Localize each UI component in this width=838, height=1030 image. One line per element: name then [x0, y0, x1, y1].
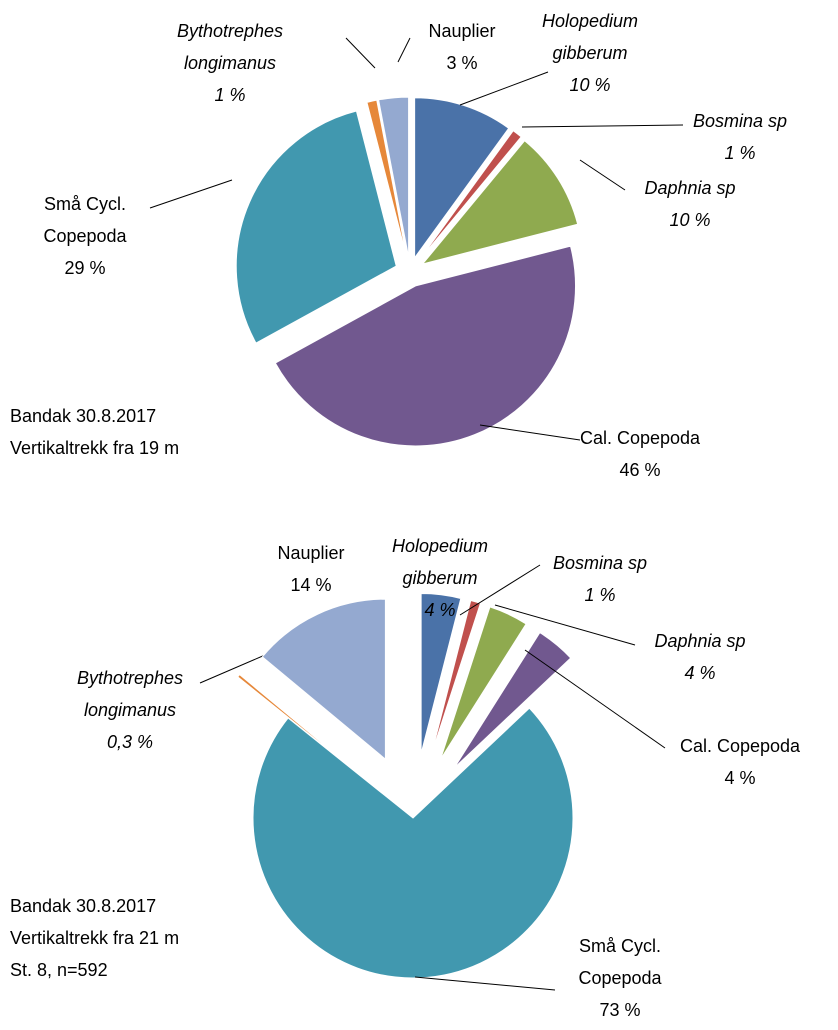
leader-line	[149, 179, 233, 209]
leader-line	[479, 424, 581, 441]
annotation-line: Bandak 30.8.2017	[10, 406, 157, 426]
pie-slice	[235, 110, 397, 344]
leader-line	[524, 649, 666, 749]
leader-line	[579, 159, 626, 191]
category-label: Cal. Copepoda	[579, 428, 701, 448]
category-label: Små Cycl. Copepoda	[578, 936, 662, 988]
category-label: Nauplier	[428, 21, 496, 41]
leader-line	[494, 604, 636, 646]
category-label: Små Cycl. Copepoda	[43, 194, 127, 246]
value-label: 4 %	[724, 768, 756, 788]
category-label: Bythotrephes longimanus	[76, 668, 184, 720]
slice-label: Bosmina sp 1 %	[535, 547, 665, 611]
category-label: Holopedium gibberum	[541, 11, 639, 63]
pie-slice	[453, 631, 572, 769]
value-label: 3 %	[446, 53, 478, 73]
pie-slice	[440, 606, 527, 760]
annotation-line: St. 8, n=592	[10, 960, 108, 980]
pie-slice	[366, 99, 408, 258]
leader-line	[521, 124, 684, 128]
value-label: 10 %	[569, 75, 611, 95]
category-label: Bosmina sp	[552, 553, 648, 573]
pie-slice	[274, 245, 577, 447]
slice-label: Cal. Copepoda 4 %	[655, 730, 825, 794]
slice-label: Holopedium gibberum 4 %	[370, 530, 510, 626]
pie-slice	[252, 707, 574, 979]
slice-label: Daphnia sp 4 %	[635, 625, 765, 689]
category-label: Cal. Copepoda	[679, 736, 801, 756]
value-label: 10 %	[669, 210, 711, 230]
category-label: Bosmina sp	[692, 111, 788, 131]
slice-label: Små Cycl. Copepoda 29 %	[30, 188, 140, 284]
leader-line	[345, 37, 376, 69]
leader-line	[397, 37, 411, 63]
annotation-line: Bandak 30.8.2017	[10, 896, 157, 916]
leader-line	[459, 564, 541, 616]
pie-slice	[261, 598, 386, 761]
category-label: Holopedium gibberum	[391, 536, 489, 588]
slice-label: Holopedium gibberum 10 %	[520, 5, 660, 101]
pie-slice	[378, 96, 410, 258]
pie-slice	[430, 599, 482, 756]
slice-label: Daphnia sp 10 %	[625, 172, 755, 236]
pie-slice	[418, 130, 522, 261]
value-label: 0,3 %	[106, 732, 154, 752]
slice-label: Nauplier 3 %	[412, 15, 512, 79]
slice-label: Cal. Copepoda 46 %	[560, 422, 720, 486]
category-label: Daphnia sp	[644, 178, 736, 198]
category-label: Daphnia sp	[654, 631, 746, 651]
pie-slice	[421, 139, 579, 265]
pie-slice	[414, 97, 510, 260]
slice-label: Bythotrephes longimanus 0,3 %	[65, 662, 195, 758]
annotation-line: Vertikaltrekk fra 21 m	[10, 928, 180, 948]
value-label: 29 %	[64, 258, 106, 278]
annotation-line: Vertikaltrekk fra 19 m	[10, 438, 180, 458]
leader-line	[414, 976, 556, 991]
slice-label: Nauplier 14 %	[261, 537, 361, 601]
value-label: 14 %	[290, 575, 332, 595]
leader-line	[199, 654, 266, 684]
value-label: 4 %	[684, 663, 716, 683]
value-label: 73 %	[599, 1000, 641, 1020]
category-label: Nauplier	[277, 543, 345, 563]
value-label: 1 %	[214, 85, 246, 105]
slice-label: Bythotrephes longimanus 1 %	[165, 15, 295, 111]
slice-label: Små Cycl. Copepoda 73 %	[565, 930, 675, 1026]
value-label: 1 %	[584, 585, 616, 605]
value-label: 1 %	[724, 143, 756, 163]
annotation: Bandak 30.8.2017 Vertikaltrekk fra 21 m St…	[10, 890, 179, 986]
slice-label: Bosmina sp 1 %	[675, 105, 805, 169]
leader-line	[459, 71, 549, 106]
value-label: 46 %	[619, 460, 661, 480]
pie-slice	[420, 593, 462, 754]
category-label: Bythotrephes longimanus	[176, 21, 284, 73]
value-label: 4 %	[424, 600, 456, 620]
annotation: Bandak 30.8.2017 Vertikaltrekk fra 19 m	[10, 400, 179, 464]
pie-slice	[237, 673, 363, 778]
